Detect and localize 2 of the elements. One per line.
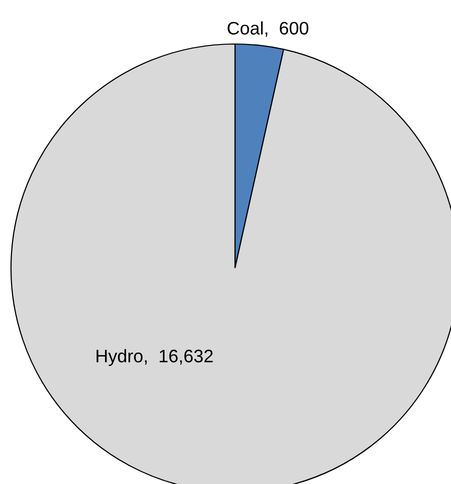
slice-label: Hydro, 16,632	[96, 349, 213, 366]
slice-label: Coal, 600	[228, 21, 308, 37]
